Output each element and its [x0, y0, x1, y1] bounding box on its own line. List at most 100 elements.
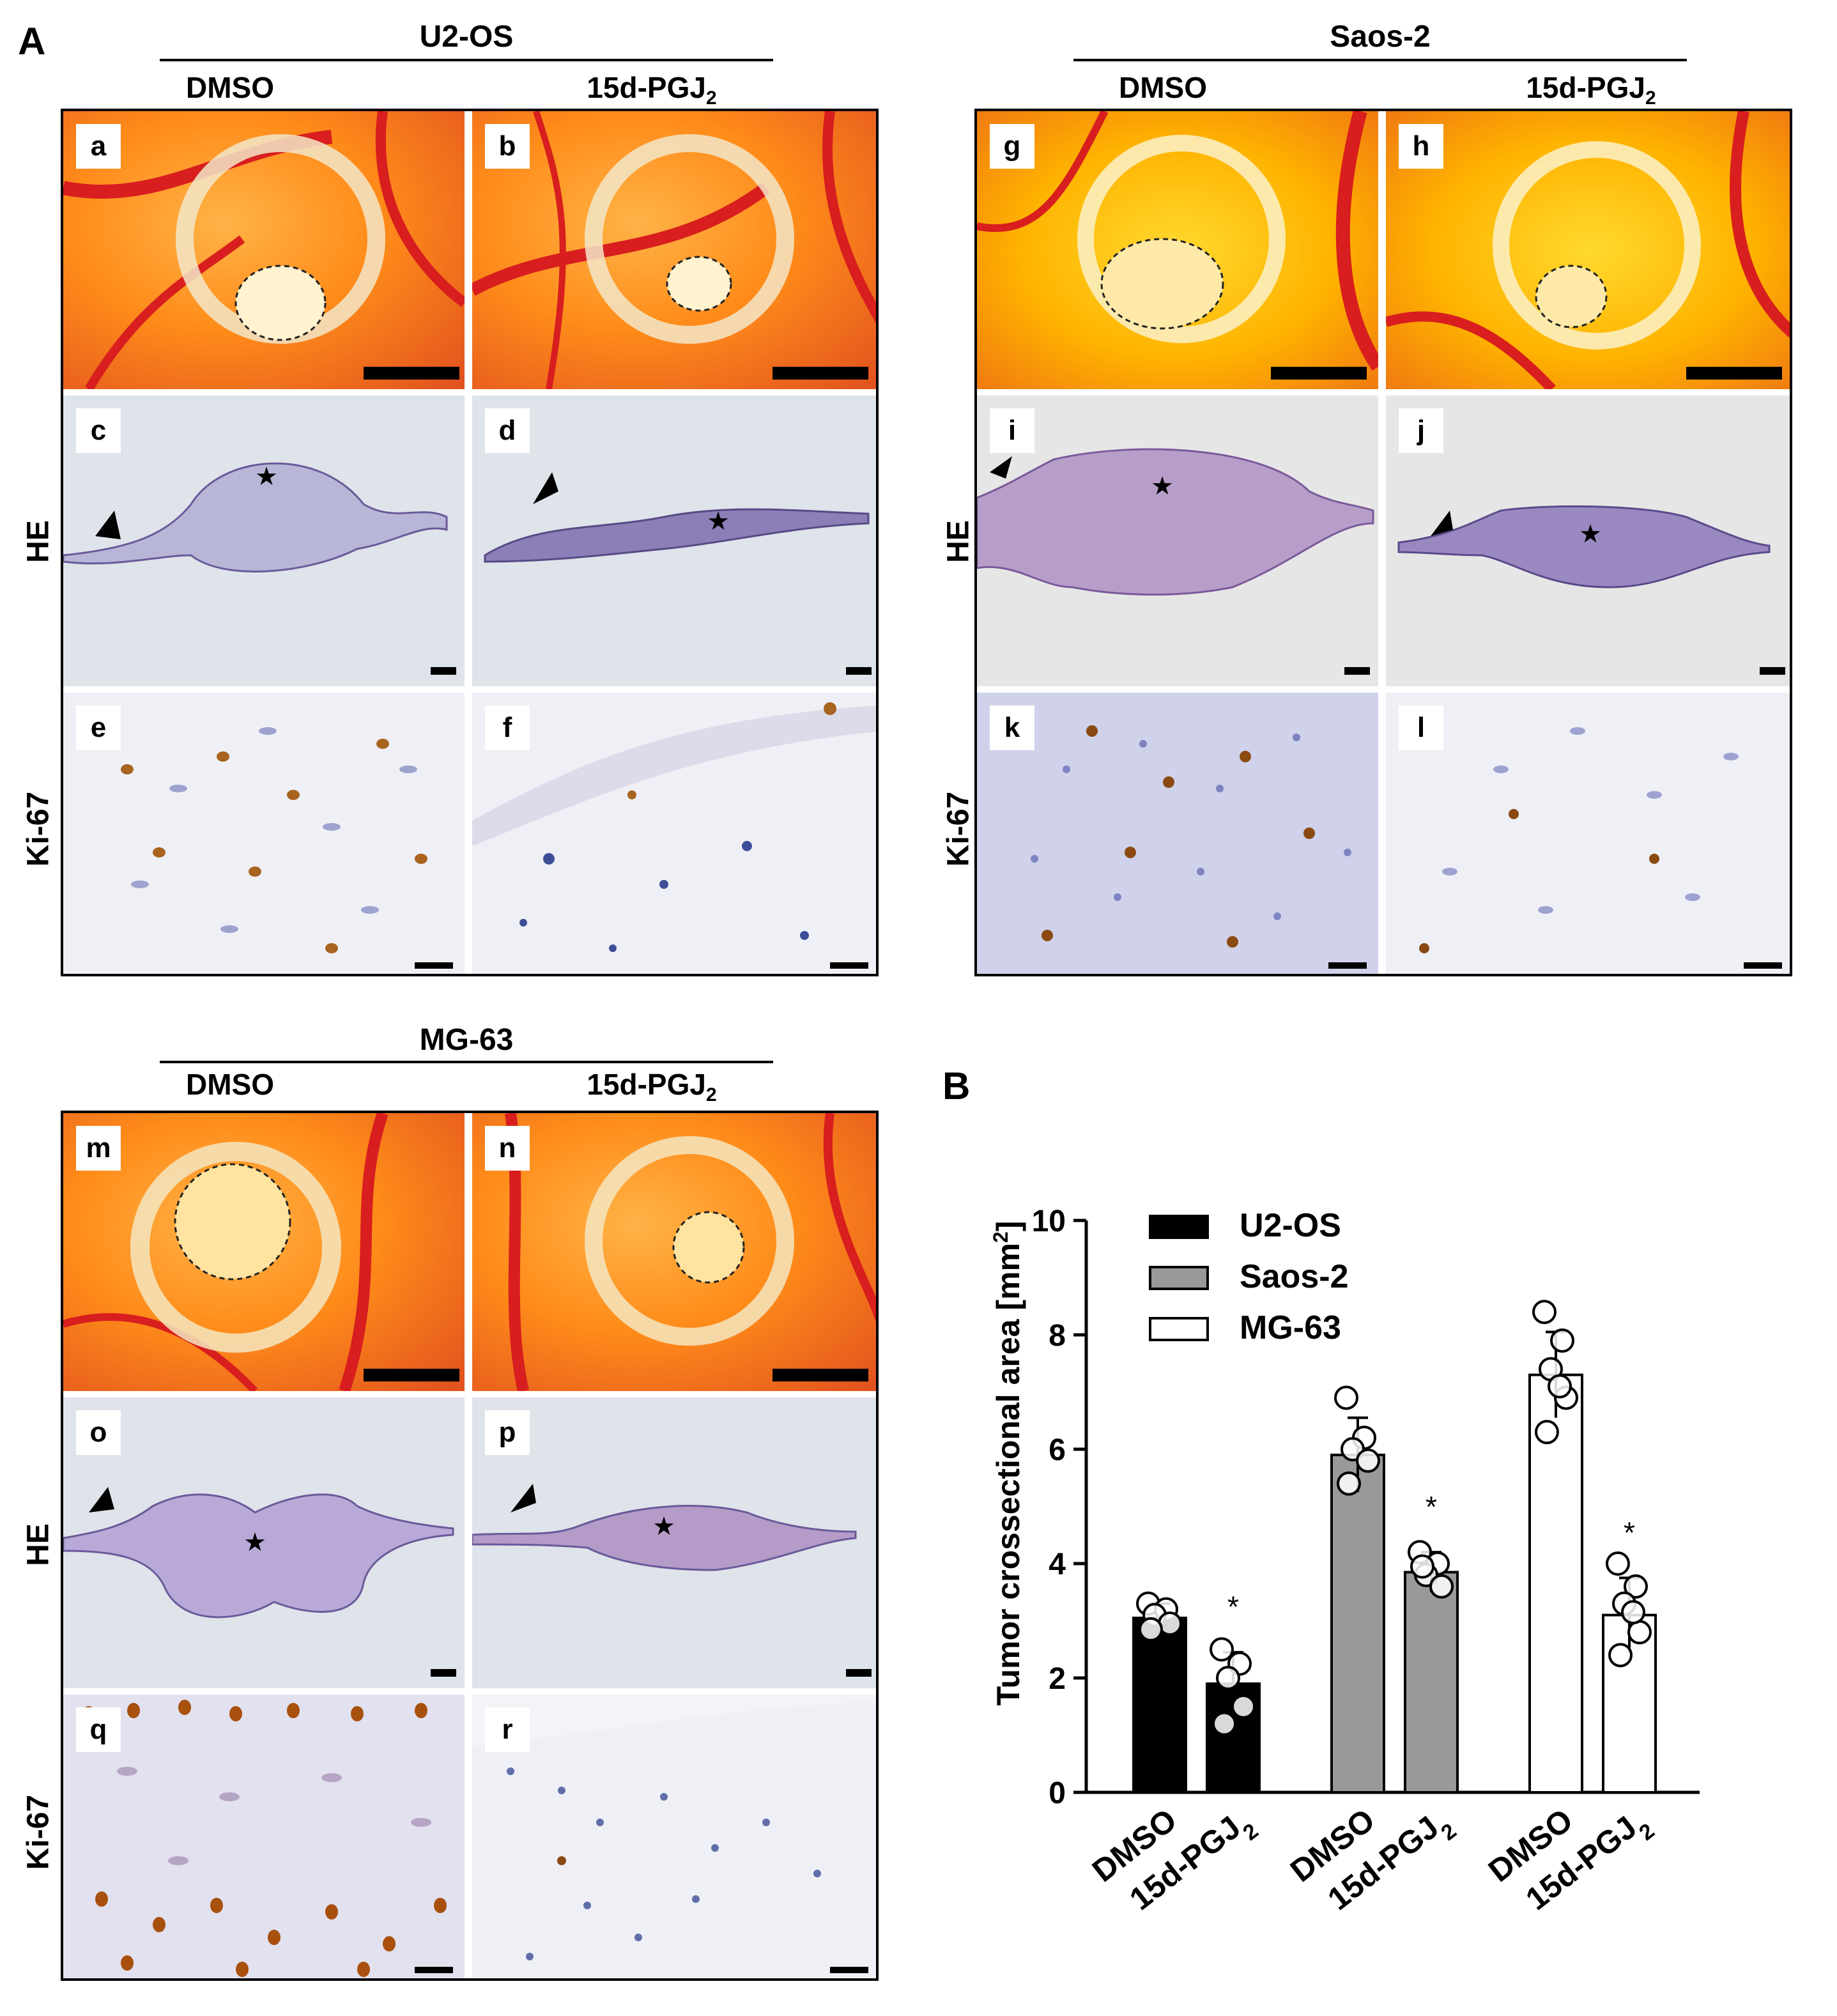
legend-label: MG-63	[1240, 1309, 1341, 1346]
ki67-cells	[472, 702, 876, 952]
data-point	[1139, 1617, 1163, 1642]
cond-pgj-mg63: 15d-PGJ2	[587, 1068, 717, 1106]
panel-label-m: m	[76, 1126, 121, 1171]
scale-bar	[431, 667, 456, 675]
he-image-p: ★ p	[472, 1397, 876, 1688]
cam-vessels	[977, 111, 1378, 371]
data-point	[1231, 1694, 1256, 1719]
row-label-he: HE	[21, 1523, 56, 1566]
legend-swatch	[1149, 1266, 1209, 1290]
scale-bar	[364, 1369, 459, 1381]
scale-bar	[415, 1967, 453, 1973]
scale-bar	[772, 1369, 868, 1381]
row-label-he: HE	[941, 520, 976, 563]
y-tick-label: 2	[1049, 1662, 1066, 1696]
cam-image-n: n	[472, 1113, 876, 1391]
row-label-ki67: Ki-67	[941, 791, 976, 867]
he-image-c: ★ c	[63, 396, 465, 686]
data-point	[1606, 1551, 1630, 1576]
svg-text:★: ★	[1579, 520, 1602, 548]
data-point	[1621, 1600, 1645, 1625]
he-image-j: ★ j	[1386, 396, 1790, 686]
group-title-u2os: U2-OS	[419, 20, 514, 54]
panel-label-r: r	[485, 1707, 530, 1752]
group-title-saos2: Saos-2	[1330, 20, 1431, 54]
data-point	[1548, 1374, 1572, 1399]
chart-bars: * * *	[1132, 1300, 1657, 1794]
significance-star: *	[1426, 1490, 1437, 1523]
ki67-cells	[1417, 727, 1739, 953]
y-tick-label: 10	[1032, 1204, 1066, 1238]
legend-label: Saos-2	[1240, 1258, 1349, 1295]
scale-bar	[830, 1967, 868, 1973]
cam-vessels	[63, 111, 465, 389]
cond-pgj-u2os: 15d-PGJ2	[587, 71, 717, 109]
figure-panel-mg63: m n ★ o ★ p	[61, 1111, 879, 1981]
panel-label-k: k	[990, 705, 1034, 750]
group-rule-mg63	[160, 1061, 773, 1063]
legend-swatch	[1149, 1317, 1209, 1341]
significance-star: *	[1624, 1516, 1635, 1549]
scale-bar	[1271, 367, 1367, 380]
panel-label-h: h	[1399, 124, 1443, 169]
panel-letter-b: B	[942, 1065, 971, 1107]
scale-bar	[846, 667, 872, 675]
cam-vessels	[505, 1113, 876, 1391]
bar	[1330, 1453, 1385, 1794]
data-point	[1608, 1643, 1633, 1668]
ki67-image-r: r	[472, 1695, 876, 1978]
scale-bar	[772, 367, 868, 380]
data-point	[1212, 1711, 1236, 1736]
panel-label-g: g	[990, 124, 1034, 169]
data-point	[1535, 1420, 1559, 1445]
scale-bar	[830, 962, 868, 969]
he-section: ★	[472, 1484, 857, 1571]
scale-bar	[1686, 367, 1782, 380]
ki67-cells	[472, 1695, 876, 1960]
scale-bar	[1344, 667, 1370, 675]
scale-bar	[846, 1669, 872, 1677]
figure-panel-u2os: a b ★ c ★ d	[61, 109, 879, 976]
bar	[1132, 1617, 1187, 1794]
data-point	[1216, 1666, 1240, 1690]
ki67-image-q: q	[63, 1695, 465, 1978]
data-point	[1429, 1574, 1454, 1599]
panel-label-o: o	[76, 1410, 121, 1455]
figure-panel-saos2: g h ★ i ★ j	[974, 109, 1792, 976]
bar	[1528, 1373, 1583, 1794]
svg-text:★: ★	[255, 463, 278, 491]
panel-label-n: n	[485, 1126, 530, 1171]
y-tick-label: 0	[1049, 1776, 1066, 1810]
group-title-mg63: MG-63	[419, 1023, 514, 1057]
he-image-o: ★ o	[63, 1397, 465, 1688]
panel-label-c: c	[76, 408, 121, 453]
y-axis-label: Tumor crossectional area [mm2]	[989, 1221, 1026, 1706]
panel-label-j: j	[1399, 408, 1443, 453]
cam-image-h: h	[1386, 111, 1790, 389]
data-point	[1410, 1554, 1434, 1579]
ki67-image-e: e	[63, 693, 465, 974]
svg-text:★: ★	[1151, 472, 1174, 500]
y-tick-label: 6	[1049, 1433, 1066, 1467]
ki67-cells	[977, 693, 1378, 974]
row-label-ki67: Ki-67	[21, 1794, 56, 1870]
svg-text:★: ★	[707, 507, 730, 535]
panel-label-b: b	[485, 124, 530, 169]
cam-vessels	[1386, 111, 1790, 389]
svg-text:★: ★	[652, 1512, 675, 1541]
y-tick-label: 4	[1049, 1548, 1066, 1581]
data-point	[1334, 1385, 1358, 1410]
data-point	[1532, 1300, 1556, 1325]
panel-label-l: l	[1399, 705, 1443, 750]
panel-label-e: e	[76, 705, 121, 750]
he-section: ★	[63, 462, 448, 573]
panel-letter-a: A	[18, 20, 46, 63]
cond-dmso-saos2: DMSO	[1119, 71, 1207, 104]
data-point	[1550, 1328, 1574, 1353]
ki67-cells	[93, 727, 427, 953]
he-section: ★	[484, 472, 870, 563]
data-point	[1356, 1448, 1380, 1473]
panel-label-f: f	[485, 705, 530, 750]
cond-dmso-u2os: DMSO	[186, 71, 274, 104]
scale-bar	[1760, 667, 1785, 675]
